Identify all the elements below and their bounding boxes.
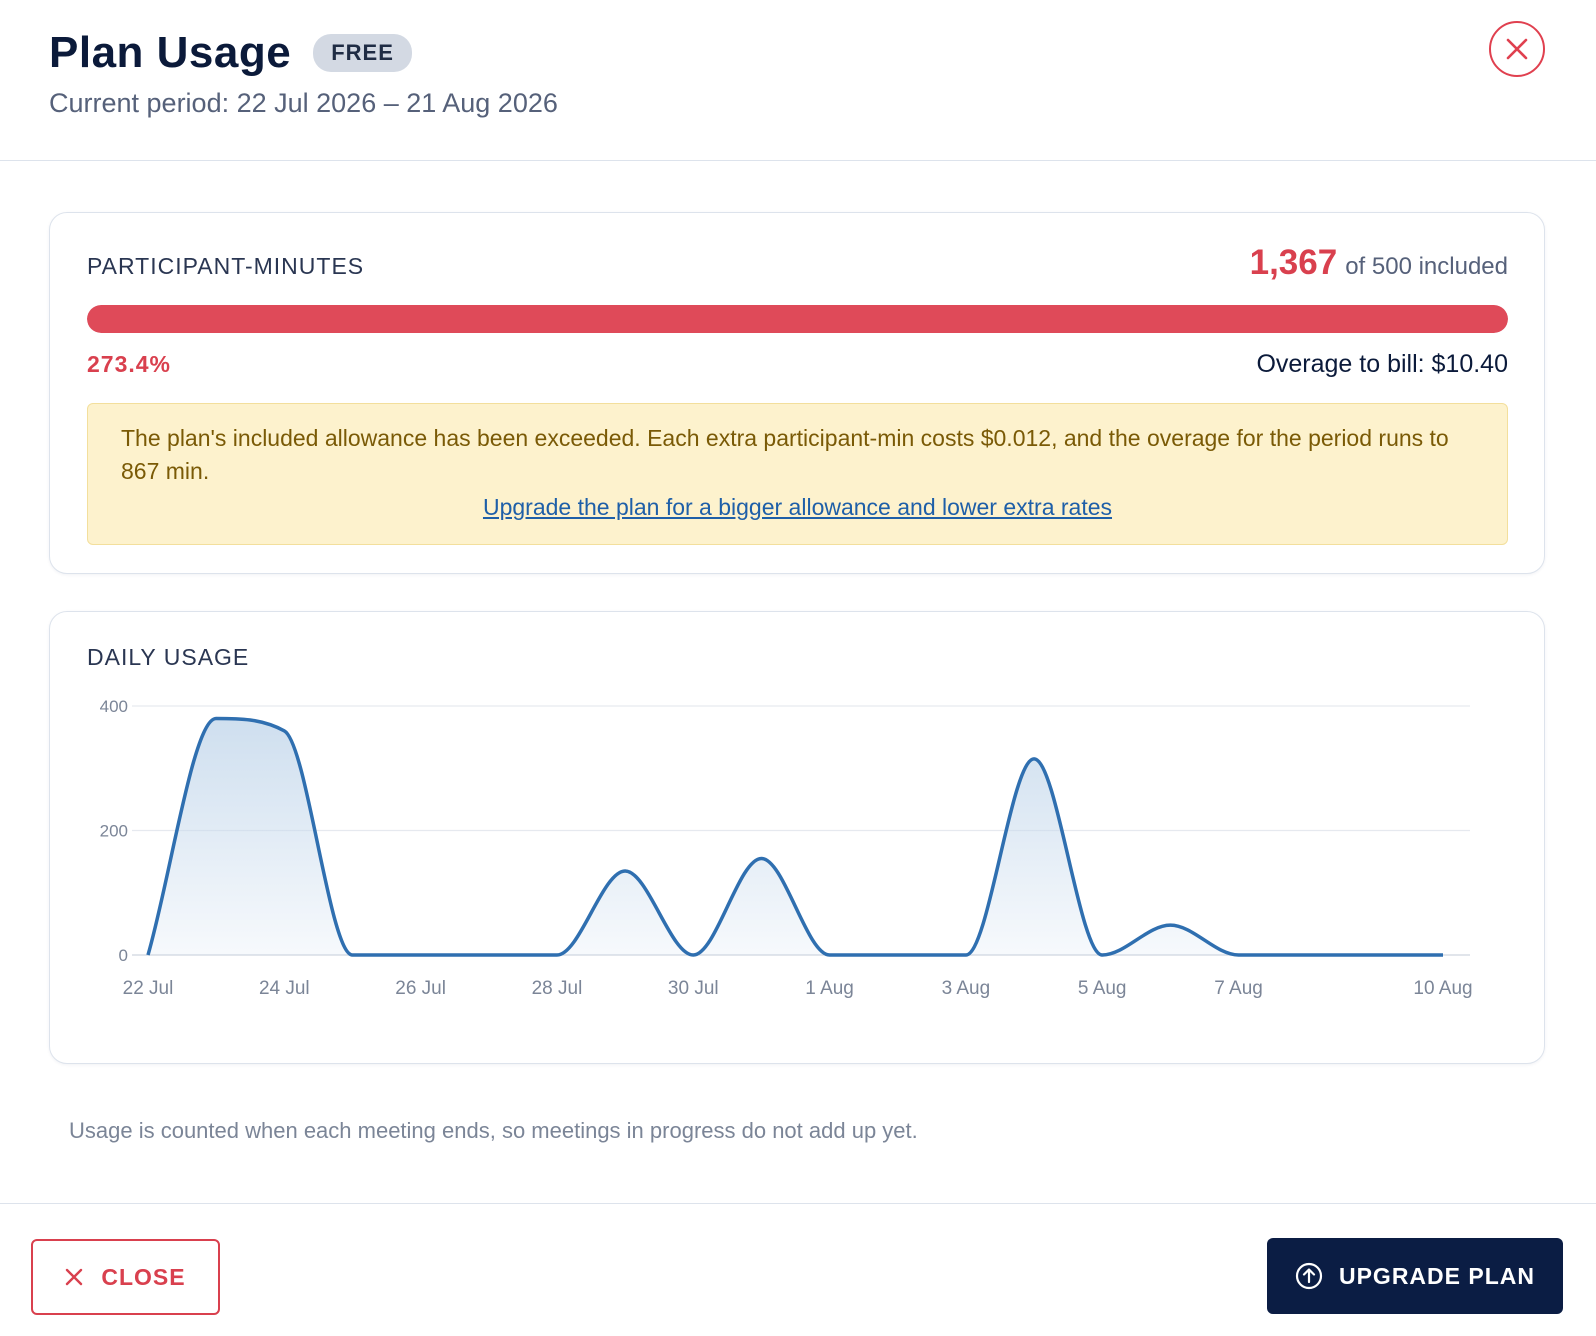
arrow-up-circle-icon: [1295, 1262, 1323, 1290]
x-tick-label: 3 Aug: [942, 978, 991, 999]
close-icon: [1506, 38, 1528, 60]
usage-progress-bar: [87, 305, 1508, 333]
y-tick-label: 400: [100, 697, 128, 716]
upgrade-plan-button[interactable]: UPGRADE PLAN: [1267, 1238, 1563, 1314]
daily-usage-card: DAILY USAGE 0 200 400 22 Jul 24 Jul 26 Jul 28…: [49, 611, 1545, 1064]
usage-line: [146, 716, 1443, 957]
close-button[interactable]: CLOSE: [31, 1239, 220, 1315]
daily-usage-label: DAILY USAGE: [87, 644, 250, 670]
metric-label: PARTICIPANT-MINUTES: [87, 253, 365, 279]
usage-progress-fill: [87, 305, 1508, 333]
daily-usage-chart: 0 200 400 22 Jul 24 Jul 26 Jul 28 Jul 30 Jul 1 …: [100, 697, 1473, 999]
x-tick-label: 1 Aug: [805, 978, 854, 999]
current-period: Current period: 22 Jul 2026 – 21 Aug 202…: [49, 88, 558, 118]
usage-card: PARTICIPANT-MINUTES 1,367 of 500 include…: [49, 212, 1545, 574]
upgrade-button-label: UPGRADE PLAN: [1338, 1262, 1535, 1289]
warning-text: The plan's included allowance has been e…: [121, 425, 1449, 484]
close-button-label: CLOSE: [101, 1263, 186, 1290]
x-tick-label: 26 Jul: [395, 978, 446, 999]
dialog-header: Plan Usage FREE Current period: 22 Jul 2…: [0, 0, 1596, 161]
dialog-footer: CLOSE UPGRADE PLAN: [0, 1203, 1596, 1336]
y-tick-label: 0: [119, 946, 128, 965]
metric-value: 1,367: [1249, 243, 1338, 282]
usage-note: Usage is counted when each meeting ends,…: [69, 1118, 918, 1143]
x-tick-label: 10 Aug: [1413, 978, 1472, 999]
overage-amount: Overage to bill: $10.40: [1256, 350, 1508, 378]
close-icon: [66, 1268, 83, 1286]
metric-summary: 1,367 of 500 included: [1250, 243, 1508, 283]
x-tick-label: 22 Jul: [123, 978, 174, 999]
usage-area: [148, 718, 1443, 955]
x-tick-label: 5 Aug: [1078, 978, 1127, 999]
page-title: Plan Usage: [49, 28, 292, 77]
overage-warning: The plan's included allowance has been e…: [87, 403, 1508, 545]
usage-percent: 273.4%: [87, 351, 172, 377]
x-tick-label: 30 Jul: [668, 978, 719, 999]
upgrade-link[interactable]: Upgrade the plan for a bigger allowance …: [482, 494, 1113, 520]
x-tick-label: 24 Jul: [259, 978, 310, 999]
title-row: Plan Usage FREE: [49, 28, 412, 78]
plan-badge: FREE: [313, 34, 412, 72]
metric-included: of 500 included: [1345, 253, 1508, 280]
x-tick-label: 7 Aug: [1214, 978, 1263, 999]
x-tick-label: 28 Jul: [532, 978, 583, 999]
dialog-close-button[interactable]: [1489, 21, 1545, 77]
y-tick-label: 200: [100, 822, 128, 841]
